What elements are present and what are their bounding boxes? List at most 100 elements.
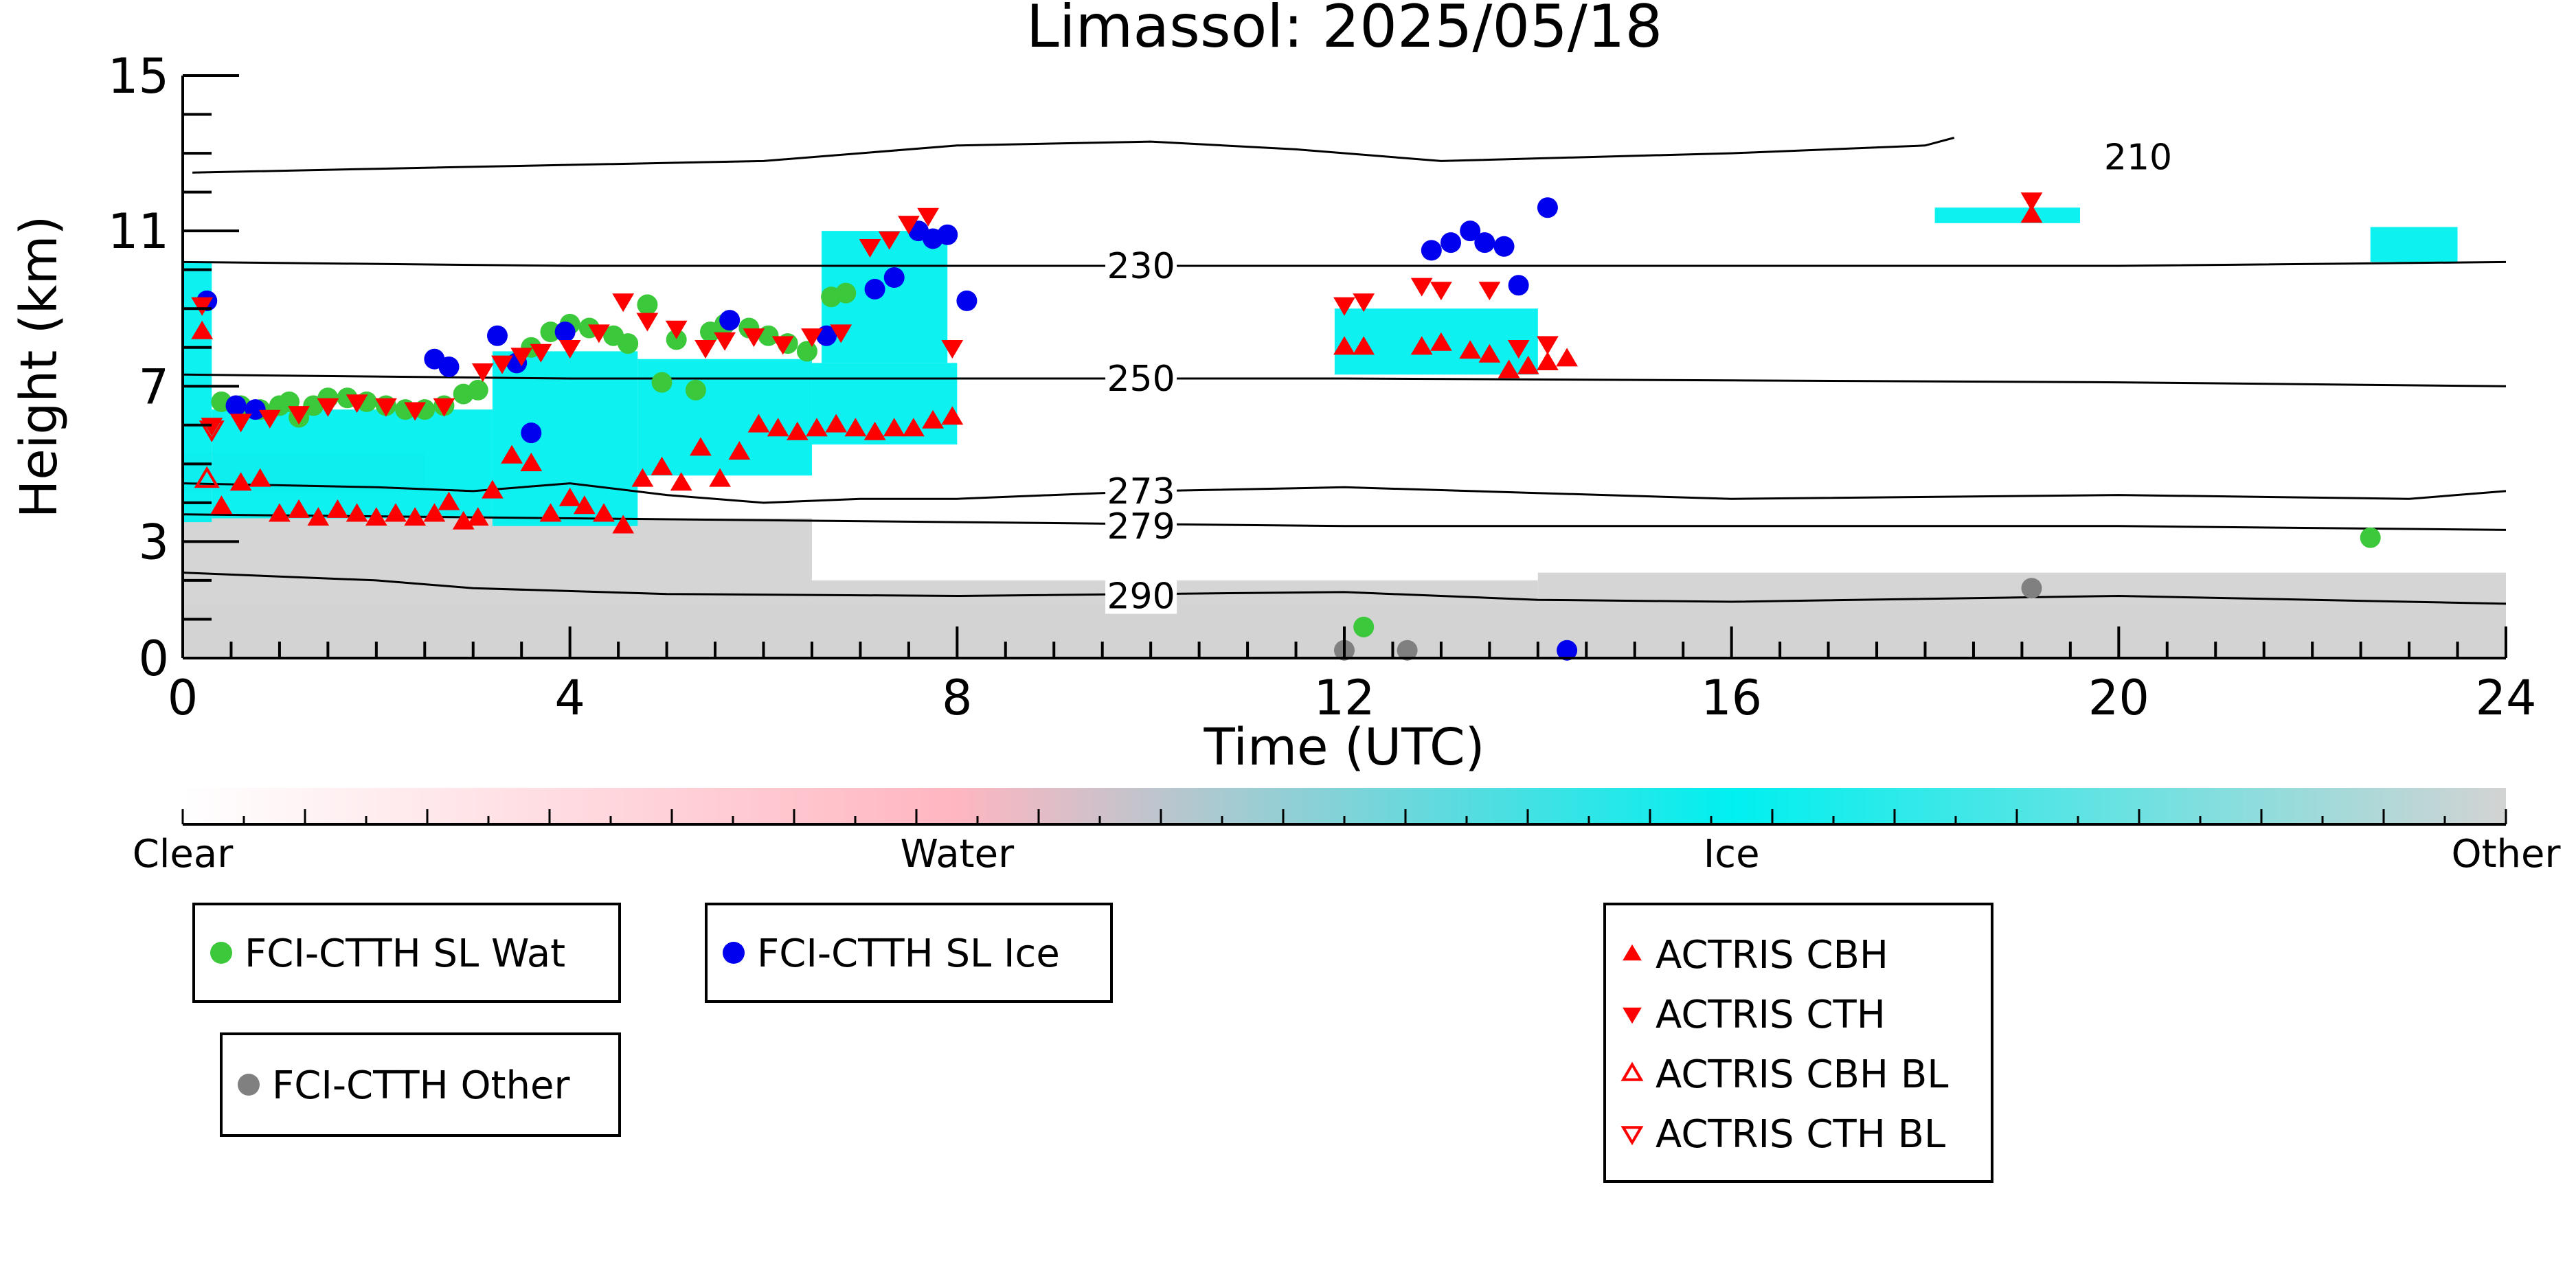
contour-line-279 bbox=[183, 513, 2506, 531]
legend-label: FCI-CTTH SL Wat bbox=[245, 931, 565, 976]
data-point-actris-cth bbox=[1430, 282, 1452, 301]
data-point-actris-cbh bbox=[2020, 204, 2043, 223]
data-point-actris-cbh bbox=[210, 495, 233, 515]
legend-marker bbox=[1620, 1126, 1644, 1146]
data-point-fci-ctth-sl-wat bbox=[467, 379, 488, 400]
contour-label: 279 bbox=[1107, 506, 1175, 547]
data-point-fci-ctth-sl-wat bbox=[540, 321, 561, 343]
data-point-actris-cth bbox=[1507, 340, 1530, 359]
legend-marker bbox=[210, 942, 232, 964]
contour-label-bg bbox=[1105, 360, 1177, 396]
contour-label-bg bbox=[1105, 508, 1177, 544]
data-point-actris-cth bbox=[1333, 297, 1355, 316]
contour-label: 210 bbox=[2104, 137, 2172, 179]
data-point-actris-cth bbox=[404, 402, 427, 421]
data-point-actris-cth bbox=[612, 293, 635, 313]
data-point-actris-cbh bbox=[249, 468, 271, 487]
colorbar-label: Other bbox=[2451, 832, 2561, 877]
legend-box: FCI-CTTH Other bbox=[220, 1032, 621, 1137]
legend-marker bbox=[723, 942, 745, 964]
colorbar-label: Water bbox=[901, 832, 1015, 877]
contour-label-bg bbox=[1105, 248, 1177, 284]
contour-line-230 bbox=[183, 260, 2506, 267]
data-point-fci-ctth-sl-ice bbox=[1493, 236, 1515, 257]
data-point-actris-cth bbox=[229, 414, 252, 433]
data-point-actris-cth bbox=[433, 398, 455, 417]
data-point-actris-cbh bbox=[1430, 332, 1452, 351]
legend-box: FCI-CTTH SL Wat bbox=[192, 903, 621, 1003]
data-point-actris-cth bbox=[1410, 278, 1433, 297]
data-point-actris-cbh bbox=[1537, 352, 1559, 370]
data-point-actris-cbh bbox=[883, 418, 905, 437]
contour-label: 230 bbox=[1107, 246, 1175, 287]
data-point-actris-cth bbox=[2020, 192, 2043, 212]
legend-box: ACTRIS CBH ACTRIS CTH ACTRIS CBH BL ACTRIS … bbox=[1603, 903, 1993, 1183]
x-tick-label: 12 bbox=[1313, 670, 1375, 726]
data-point-actris-cbh bbox=[365, 507, 387, 526]
data-point-actris-cbh bbox=[269, 503, 291, 522]
data-point-actris-cbh bbox=[903, 418, 925, 437]
data-point-actris-cbh bbox=[288, 499, 310, 518]
data-point-actris-cbh bbox=[539, 503, 562, 522]
legend-marker bbox=[238, 1074, 260, 1096]
data-point-fci-ctth-sl-ice bbox=[1557, 640, 1578, 661]
contour-line-250 bbox=[183, 373, 2506, 387]
colorbar-label: Clear bbox=[133, 832, 234, 877]
y-tick-label: 0 bbox=[138, 631, 169, 687]
cloud-type-colorbar: Clear Water Ice Other bbox=[133, 788, 2561, 877]
data-point-actris-cth bbox=[346, 394, 368, 414]
contour-label-bg bbox=[1105, 578, 1177, 614]
data-point-fci-ctth-sl-wat bbox=[651, 372, 673, 393]
x-tick-label: 16 bbox=[1701, 670, 1762, 726]
data-point-actris-cbh bbox=[612, 515, 635, 534]
cloud-region-ice bbox=[2370, 227, 2458, 262]
data-point-actris-cbh bbox=[747, 414, 770, 433]
data-point-actris-cbh bbox=[651, 456, 673, 475]
y-tick-label: 3 bbox=[138, 514, 169, 570]
data-point-fci-ctth-sl-wat bbox=[835, 282, 857, 304]
contour-label: 250 bbox=[1107, 359, 1175, 400]
x-tick-label: 8 bbox=[942, 670, 973, 726]
contour-label-bg bbox=[2102, 139, 2174, 175]
observation-point-layer bbox=[191, 192, 2381, 661]
data-point-actris-cbh bbox=[767, 418, 789, 437]
legend-frame bbox=[220, 1032, 621, 1137]
y-tick-label: 7 bbox=[138, 359, 169, 415]
data-point-actris-cth bbox=[288, 406, 310, 425]
data-point-fci-ctth-sl-ice bbox=[438, 357, 460, 377]
legend-frame bbox=[192, 903, 621, 1003]
data-point-actris-cth bbox=[941, 340, 964, 359]
data-point-actris-cbh bbox=[593, 503, 615, 522]
data-point-actris-cbh bbox=[786, 421, 809, 440]
cloud-region-ice bbox=[1934, 207, 2080, 223]
data-point-fci-ctth-sl-ice bbox=[1474, 232, 1495, 253]
data-point-actris-cbh bbox=[326, 499, 349, 518]
data-point-actris-cth bbox=[530, 343, 552, 363]
data-point-fci-ctth-sl-ice bbox=[1537, 197, 1558, 218]
data-point-actris-cbh bbox=[690, 437, 712, 456]
data-point-fci-ctth-sl-ice bbox=[1508, 275, 1529, 296]
data-point-actris-cbh bbox=[573, 495, 596, 515]
data-point-fci-ctth-sl-wat bbox=[666, 329, 687, 350]
x-axis-label: Time (UTC) bbox=[1203, 718, 1484, 777]
data-point-actris-cth bbox=[665, 320, 688, 339]
data-point-actris-cth bbox=[491, 355, 513, 374]
y-axis-label: Height (km) bbox=[10, 216, 69, 519]
data-point-actris-cth bbox=[1478, 282, 1501, 301]
x-tick-label: 0 bbox=[168, 670, 199, 726]
contour-label-bg bbox=[1105, 473, 1177, 509]
data-point-actris-cbh bbox=[1410, 336, 1433, 355]
legend-label: ACTRIS CBH bbox=[1656, 933, 1888, 978]
data-point-actris-cth bbox=[558, 340, 581, 359]
legend-marker bbox=[1620, 1061, 1644, 1081]
data-point-actris-cth bbox=[191, 297, 214, 316]
data-point-actris-cbh bbox=[404, 507, 427, 526]
data-point-fci-ctth-sl-ice bbox=[225, 395, 247, 416]
data-point-actris-cth bbox=[801, 328, 823, 348]
data-point-actris-cbh bbox=[346, 503, 368, 522]
data-point-actris-cth bbox=[830, 324, 852, 343]
legend-frame bbox=[705, 903, 1113, 1003]
data-point-fci-ctth-sl-wat bbox=[685, 379, 706, 400]
data-point-actris-cth bbox=[1537, 336, 1559, 355]
